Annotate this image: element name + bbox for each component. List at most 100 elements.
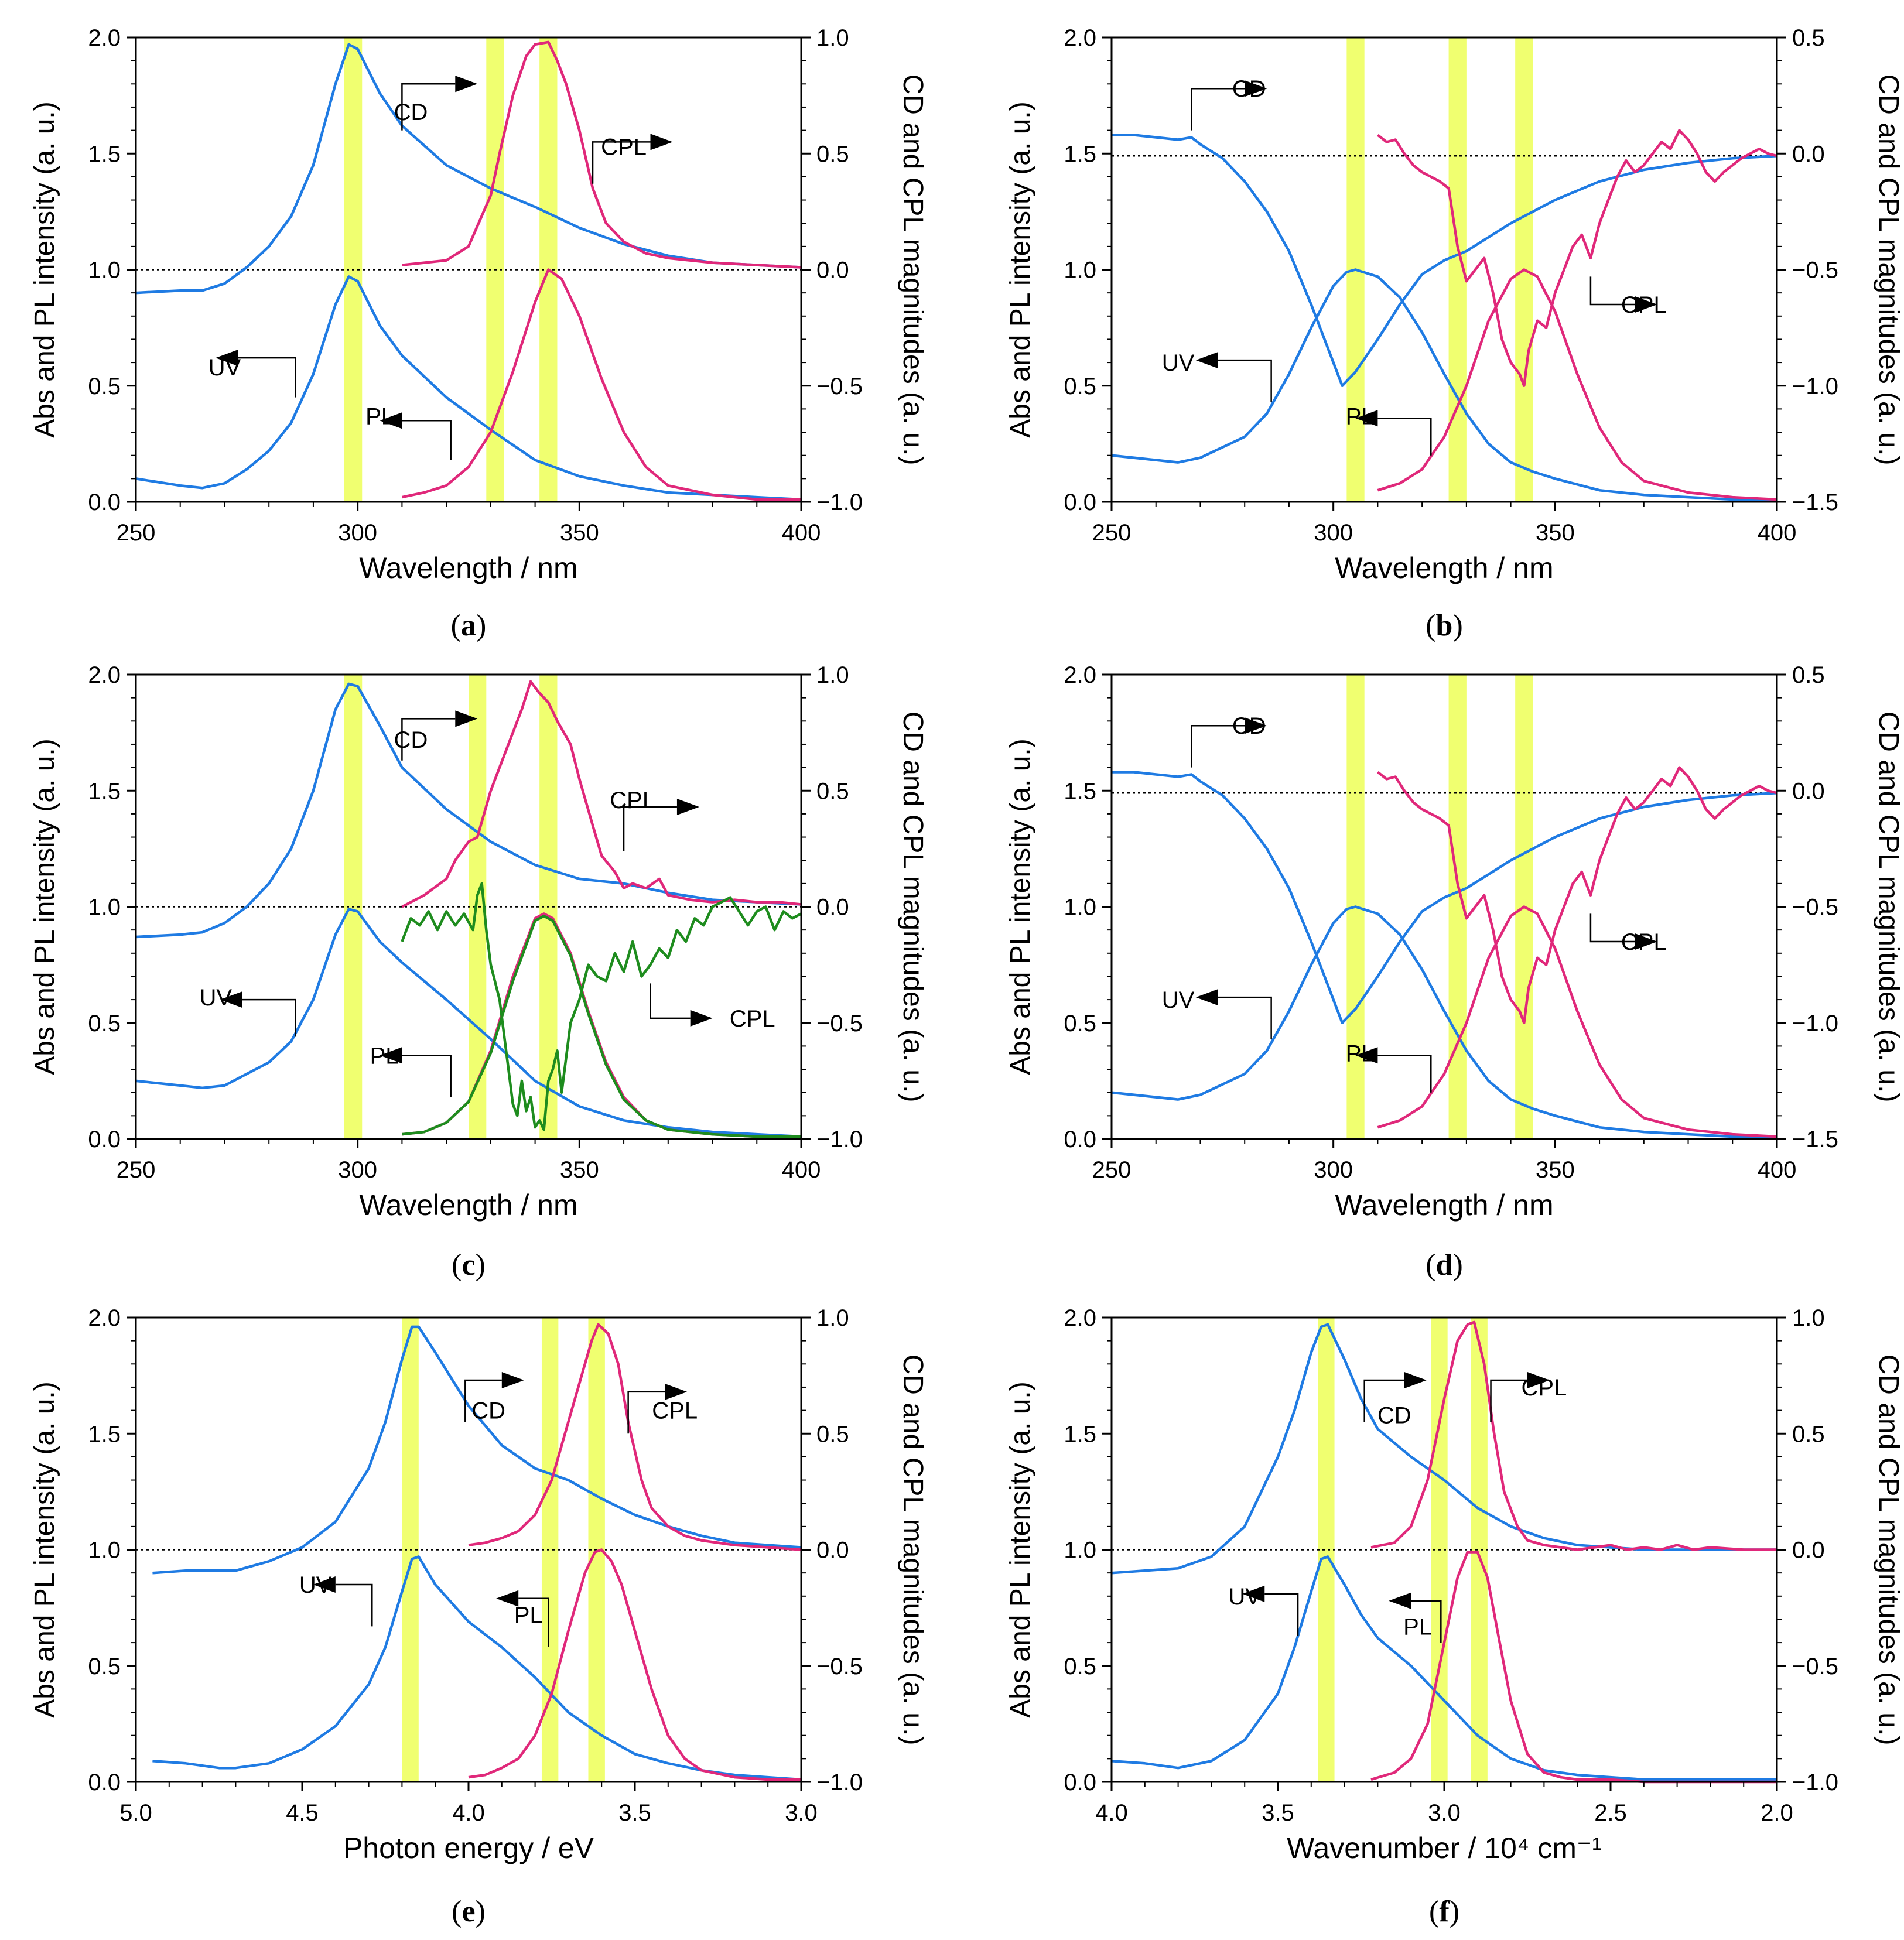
y-tick-label: 0.5: [88, 1011, 121, 1036]
series-cpl-green-: [401, 882, 802, 1131]
x-axis-label: Wavelength / nm: [1335, 552, 1553, 584]
panel-e: 5.0 4.5 4.0 3.5 3.0 0.0 0.5 1.0 1.5 2.0 −1.0 −0.5 0.…: [29, 1305, 928, 1928]
arrow-icon: [313, 1576, 336, 1593]
annotation-leader: [238, 357, 296, 398]
y2-axis-label: CD and CPL magnitudes (a. u.): [1873, 1354, 1904, 1746]
y2-axis-label: CD and CPL magnitudes (a. u.): [897, 711, 928, 1103]
annotation-leader: [1218, 359, 1272, 402]
arrow-icon: [690, 1010, 713, 1027]
annotation-leader: [402, 419, 452, 460]
arrow-icon: [676, 799, 699, 816]
x-tick-label: 350: [560, 1157, 599, 1183]
x-tick-label: 3.5: [618, 1800, 651, 1826]
annotation-cpl: CPL: [1490, 1372, 1567, 1422]
annotation-cpl: CPL: [1589, 276, 1667, 318]
series-cpl: [1377, 129, 1777, 388]
x-axis-label: Photon energy / eV: [343, 1832, 594, 1864]
y2-tick-label: −1.0: [816, 490, 863, 515]
arrow-icon: [1355, 1047, 1378, 1064]
panel-d: 250 300 350 400 0.0 0.5 1.0 1.5 2.0 −1.5 −1.0 −0.5 0…: [1005, 662, 1904, 1282]
series-uv: [1111, 1555, 1777, 1781]
y-tick-label: 2.0: [1064, 662, 1096, 688]
annotation-leader: [1218, 996, 1272, 1039]
panel-caption: (a): [451, 609, 487, 642]
series-uv: [1111, 268, 1777, 501]
arrow-icon: [1635, 296, 1657, 313]
annotation-leader: [650, 983, 691, 1019]
x-axis-label: Wavelength / nm: [359, 552, 577, 584]
panel-b: 250 300 350 400 0.0 0.5 1.0 1.5 2.0 −1.5 −1.0 −0.5 0…: [1005, 25, 1904, 642]
arrow-icon: [1389, 1592, 1411, 1609]
annotation-cpl: CPL: [650, 983, 775, 1032]
annotation-label: PL: [514, 1603, 543, 1628]
y2-tick-label: −0.5: [816, 1654, 863, 1679]
x-tick-label: 2.5: [1594, 1800, 1627, 1826]
x-tick-label: 3.0: [1428, 1800, 1461, 1826]
y2-tick-label: 0.0: [1792, 1538, 1825, 1563]
annotation-uv: UV: [208, 350, 296, 398]
y2-tick-label: −0.5: [816, 374, 863, 399]
x-tick-label: 300: [1314, 520, 1353, 546]
annotation-leader: [1363, 1379, 1404, 1422]
annotation-cd: CD: [394, 76, 478, 131]
y-tick-label: 1.5: [88, 778, 121, 804]
y2-tick-label: 0.5: [816, 141, 849, 167]
y2-tick-label: 0.5: [1792, 1421, 1825, 1447]
annotation-cd: CD: [464, 1372, 524, 1424]
x-tick-label: 250: [117, 520, 156, 546]
annotation-leader: [1191, 724, 1245, 768]
series-cpl: [401, 680, 802, 908]
annotation-leader: [242, 998, 296, 1037]
x-tick-label: 250: [1092, 520, 1132, 546]
arrow-icon: [380, 1047, 402, 1064]
arrow-icon: [1527, 1372, 1550, 1389]
y-tick-label: 1.5: [88, 141, 121, 167]
arrow-icon: [1245, 80, 1267, 97]
annotation-leader: [401, 718, 456, 761]
annotation-label: CPL: [601, 134, 647, 160]
annotation-leader: [1490, 1379, 1527, 1422]
panel-a: 250 300 350 400 0.0 0.5 1.0 1.5 2.0 −1.0 −0.5 0.0 0.…: [29, 25, 928, 642]
x-tick-label: 300: [338, 520, 377, 546]
y2-tick-label: 0.5: [1792, 25, 1825, 51]
annotation-leader: [464, 1379, 502, 1422]
annotation-label: PL: [365, 403, 394, 429]
annotation-label: CD: [1232, 76, 1266, 102]
annotation-pl: PL: [1346, 403, 1432, 456]
plot-frame: [1110, 36, 1778, 503]
y2-tick-label: 0.0: [1792, 778, 1825, 804]
annotation-label: PL: [370, 1043, 399, 1069]
arrow-icon: [1635, 933, 1657, 950]
annotation-cpl: CPL: [592, 134, 673, 184]
y2-tick-label: 0.5: [816, 1421, 849, 1447]
annotation-leader: [592, 141, 651, 184]
y-axis-label: Abs and PL intensity (a. u.): [1005, 1381, 1036, 1718]
annotation-label: UV: [1162, 350, 1195, 376]
x-tick-label: 350: [1536, 1157, 1575, 1183]
series-cpl: [402, 40, 802, 269]
annotation-uv: UV: [1162, 987, 1272, 1039]
annotation-leader: [1411, 1600, 1442, 1643]
arrow-icon: [380, 412, 402, 429]
annotation-label: CD: [394, 100, 428, 125]
annotation-cpl: CPL: [627, 1383, 698, 1434]
annotation-pl: PL: [365, 403, 452, 460]
y-axis-label: Abs and PL intensity (a. u.): [29, 738, 60, 1075]
annotation-label: CPL: [1521, 1375, 1567, 1401]
annotation-label: CPL: [610, 788, 655, 813]
annotation-cd: CD: [1191, 76, 1267, 131]
y2-tick-label: −1.0: [1792, 1011, 1838, 1036]
annotation-label: CPL: [1621, 929, 1667, 955]
annotation-label: CD: [1232, 713, 1266, 739]
panel-f: 4.0 3.5 3.0 2.5 2.0 0.0 0.5 1.0 1.5 2.0 −1.0 −0.5 0.…: [1005, 1305, 1904, 1928]
x-tick-label: 400: [782, 520, 821, 546]
series-pl: [1377, 905, 1777, 1138]
y2-tick-label: 1.0: [816, 25, 849, 51]
x-tick-label: 400: [1758, 520, 1797, 546]
series-uv: [135, 275, 802, 501]
panel-c: 250 300 350 400 0.0 0.5 1.0 1.5 2.0 −1.0 −0.5 0.0 0.…: [29, 662, 928, 1282]
x-axis-label: Wavenumber / 10⁴ cm⁻¹: [1287, 1832, 1602, 1864]
x-tick-label: 250: [117, 1157, 156, 1183]
x-tick-label: 4.0: [452, 1800, 485, 1826]
x-tick-label: 400: [782, 1157, 821, 1183]
